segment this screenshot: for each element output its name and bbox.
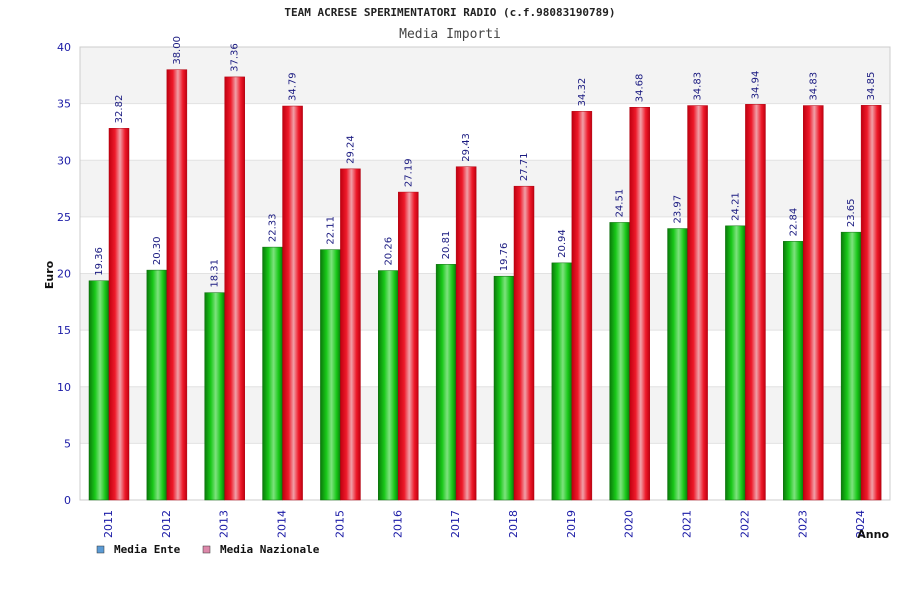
value-label-media-ente: 23.97 [673, 195, 684, 224]
x-tick-label: 2014 [276, 510, 289, 538]
bar-media-nazionale [860, 105, 882, 501]
legend-swatch-media-ente [96, 545, 105, 554]
y-axis-title: Euro [43, 260, 56, 289]
y-tick-label: 40 [57, 41, 71, 54]
x-tick-label: 2018 [507, 510, 520, 538]
x-tick-label: 2022 [738, 510, 751, 538]
value-label-media-nazionale: 27.19 [403, 158, 414, 187]
y-tick-label: 20 [57, 268, 71, 281]
value-label-media-nazionale: 34.32 [577, 78, 588, 107]
x-tick-label: 2024 [854, 510, 867, 538]
bar-media-ente [783, 241, 804, 501]
y-tick-label: 25 [57, 211, 71, 224]
value-label-media-nazionale: 29.43 [461, 133, 472, 162]
grid-band [80, 47, 890, 104]
value-label-media-nazionale: 37.36 [230, 43, 241, 72]
bar-media-nazionale [571, 111, 593, 501]
bar-media-nazionale [745, 104, 766, 501]
bar-media-nazionale [687, 105, 708, 501]
value-label-media-nazionale: 32.82 [114, 95, 125, 124]
x-tick-label: 2021 [681, 510, 694, 538]
legend-label-media-nazionale: Media Nazionale [220, 543, 320, 556]
bar-media-ente [262, 246, 283, 501]
bar-media-ente [378, 270, 399, 501]
bar-media-ente [725, 225, 746, 501]
bar-series [88, 69, 882, 501]
value-label-media-ente: 20.94 [557, 229, 568, 258]
y-axis-ticks: 0 5 10 15 20 25 30 35 40 [57, 41, 71, 507]
value-label-media-ente: 23.65 [846, 199, 857, 228]
bar-media-nazionale [340, 168, 361, 501]
bar-media-ente [840, 231, 862, 501]
legend-label-media-ente: Media Ente [114, 543, 181, 556]
bar-media-ente [435, 264, 457, 501]
chart-subtitle: Media Importi [399, 27, 501, 42]
x-tick-label: 2012 [160, 510, 173, 538]
x-tick-label: 2016 [391, 510, 404, 538]
value-label-media-nazionale: 34.94 [750, 71, 761, 100]
bar-media-nazionale [803, 105, 824, 501]
value-label-media-nazionale: 34.79 [288, 72, 299, 101]
value-label-media-nazionale: 38.00 [172, 36, 183, 65]
value-label-media-ente: 19.76 [499, 243, 510, 272]
bar-media-nazionale [108, 128, 130, 501]
value-label-media-nazionale: 34.83 [808, 72, 819, 101]
x-tick-label: 2011 [102, 510, 115, 538]
x-tick-label: 2017 [449, 510, 462, 538]
value-label-media-nazionale: 34.68 [635, 74, 646, 103]
y-tick-label: 15 [57, 324, 71, 337]
x-axis-ticks: 2011 2012 2013 2014 2015 2016 2017 2018 2019 2020… [102, 510, 867, 538]
x-tick-label: 2020 [623, 510, 636, 538]
value-label-media-ente: 24.21 [730, 192, 741, 221]
value-label-media-nazionale: 27.71 [519, 153, 530, 182]
grid-band [80, 386, 890, 444]
value-label-media-ente: 19.36 [94, 247, 105, 276]
value-label-media-ente: 22.33 [268, 213, 279, 242]
bar-media-nazionale [513, 185, 535, 501]
grid-bands [80, 47, 890, 444]
value-label-media-ente: 20.30 [152, 236, 163, 265]
x-tick-label: 2015 [333, 510, 346, 538]
legend: Media Ente Media Nazionale [96, 543, 320, 556]
x-tick-label: 2013 [218, 510, 231, 538]
bar-media-nazionale [224, 76, 245, 501]
bar-media-nazionale [166, 69, 188, 501]
value-label-media-ente: 24.51 [615, 189, 626, 218]
bar-media-ente [320, 249, 341, 501]
x-tick-label: 2019 [565, 510, 578, 538]
y-tick-label: 0 [64, 494, 71, 507]
value-label-media-nazionale: 34.85 [866, 72, 877, 101]
value-label-media-ente: 22.84 [788, 208, 799, 237]
y-tick-label: 10 [57, 381, 71, 394]
value-label-media-ente: 18.31 [210, 259, 221, 288]
bar-media-ente [667, 228, 688, 501]
value-label-media-ente: 20.81 [441, 231, 452, 260]
legend-swatch-media-nazionale [202, 545, 211, 554]
y-tick-label: 30 [57, 154, 71, 167]
bar-media-nazionale [398, 191, 419, 501]
value-labels: 19.36 32.82 20.30 38.00 18.31 37.36 22.33 34.79… [94, 36, 877, 288]
bar-media-ente [609, 222, 630, 501]
bar-media-ente [204, 292, 225, 501]
bar-media-ente [146, 269, 168, 501]
bar-media-nazionale [455, 166, 477, 501]
bar-media-nazionale [282, 105, 303, 501]
value-label-media-nazionale: 34.83 [693, 72, 704, 101]
x-axis-title: Anno [857, 528, 889, 541]
x-tick-label: 2023 [796, 510, 809, 538]
bar-media-ente [88, 280, 110, 501]
grid-band [80, 273, 890, 331]
grid-band [80, 160, 890, 217]
plot-area-frame [79, 46, 891, 501]
y-tick-label: 5 [64, 437, 71, 450]
bar-media-nazionale [629, 106, 650, 501]
bar-media-ente [493, 275, 515, 501]
value-label-media-ente: 22.11 [325, 216, 336, 245]
value-label-media-nazionale: 29.24 [345, 135, 356, 164]
y-tick-label: 35 [57, 98, 71, 111]
bar-media-ente [551, 262, 573, 501]
value-label-media-ente: 20.26 [383, 237, 394, 266]
chart-title: TEAM ACRESE SPERIMENTATORI RADIO (c.f.98… [284, 6, 615, 19]
